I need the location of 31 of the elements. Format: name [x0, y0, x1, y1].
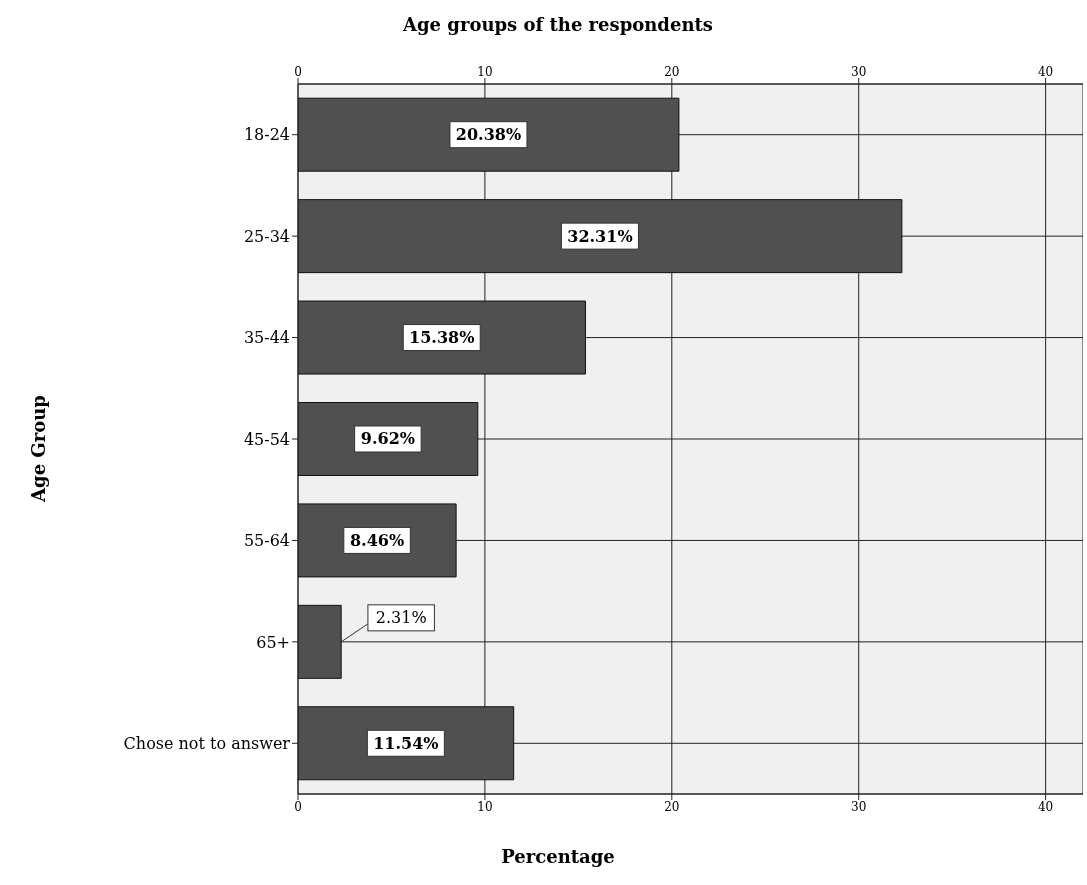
- y-axis-title: Age Group: [27, 394, 49, 505]
- x2-tick-label: 10: [477, 799, 493, 814]
- data-label: 9.62%: [360, 429, 415, 449]
- chart-title: Age groups of the respondents: [402, 14, 714, 35]
- y-tick-label: 45-54: [243, 429, 290, 449]
- x-axis-title: Percentage: [500, 846, 616, 867]
- y-tick-label: 65+: [256, 632, 290, 652]
- data-label: 2.31%: [375, 608, 427, 628]
- y-tick-label: 25-34: [243, 226, 290, 246]
- y-tick-label: 55-64: [243, 531, 290, 551]
- data-label: 15.38%: [409, 328, 475, 348]
- data-label: 8.46%: [349, 530, 405, 550]
- y-tick-label: 35-44: [243, 328, 290, 348]
- x2-tick-label: 20: [664, 799, 680, 814]
- data-label: 11.54%: [373, 733, 439, 753]
- x2-tick-label: 30: [851, 799, 867, 814]
- x-tick-label: 10: [477, 65, 493, 79]
- x2-tick-label: 0: [294, 799, 302, 814]
- bar: [298, 199, 903, 274]
- y-tick-label: 18-24: [243, 125, 290, 145]
- x-tick-label: 20: [664, 65, 680, 79]
- bar: [298, 97, 680, 172]
- x2-tick-label: 40: [1037, 799, 1054, 814]
- x-tick-label: 0: [294, 65, 302, 79]
- x-tick-label: 30: [851, 65, 867, 79]
- bar: [298, 300, 586, 375]
- data-label: 32.31%: [567, 226, 633, 246]
- y-tick-label: Chose not to answer: [123, 733, 291, 753]
- x-tick-label: 40: [1037, 65, 1054, 79]
- data-label: 20.38%: [455, 125, 522, 145]
- bar: [298, 604, 342, 679]
